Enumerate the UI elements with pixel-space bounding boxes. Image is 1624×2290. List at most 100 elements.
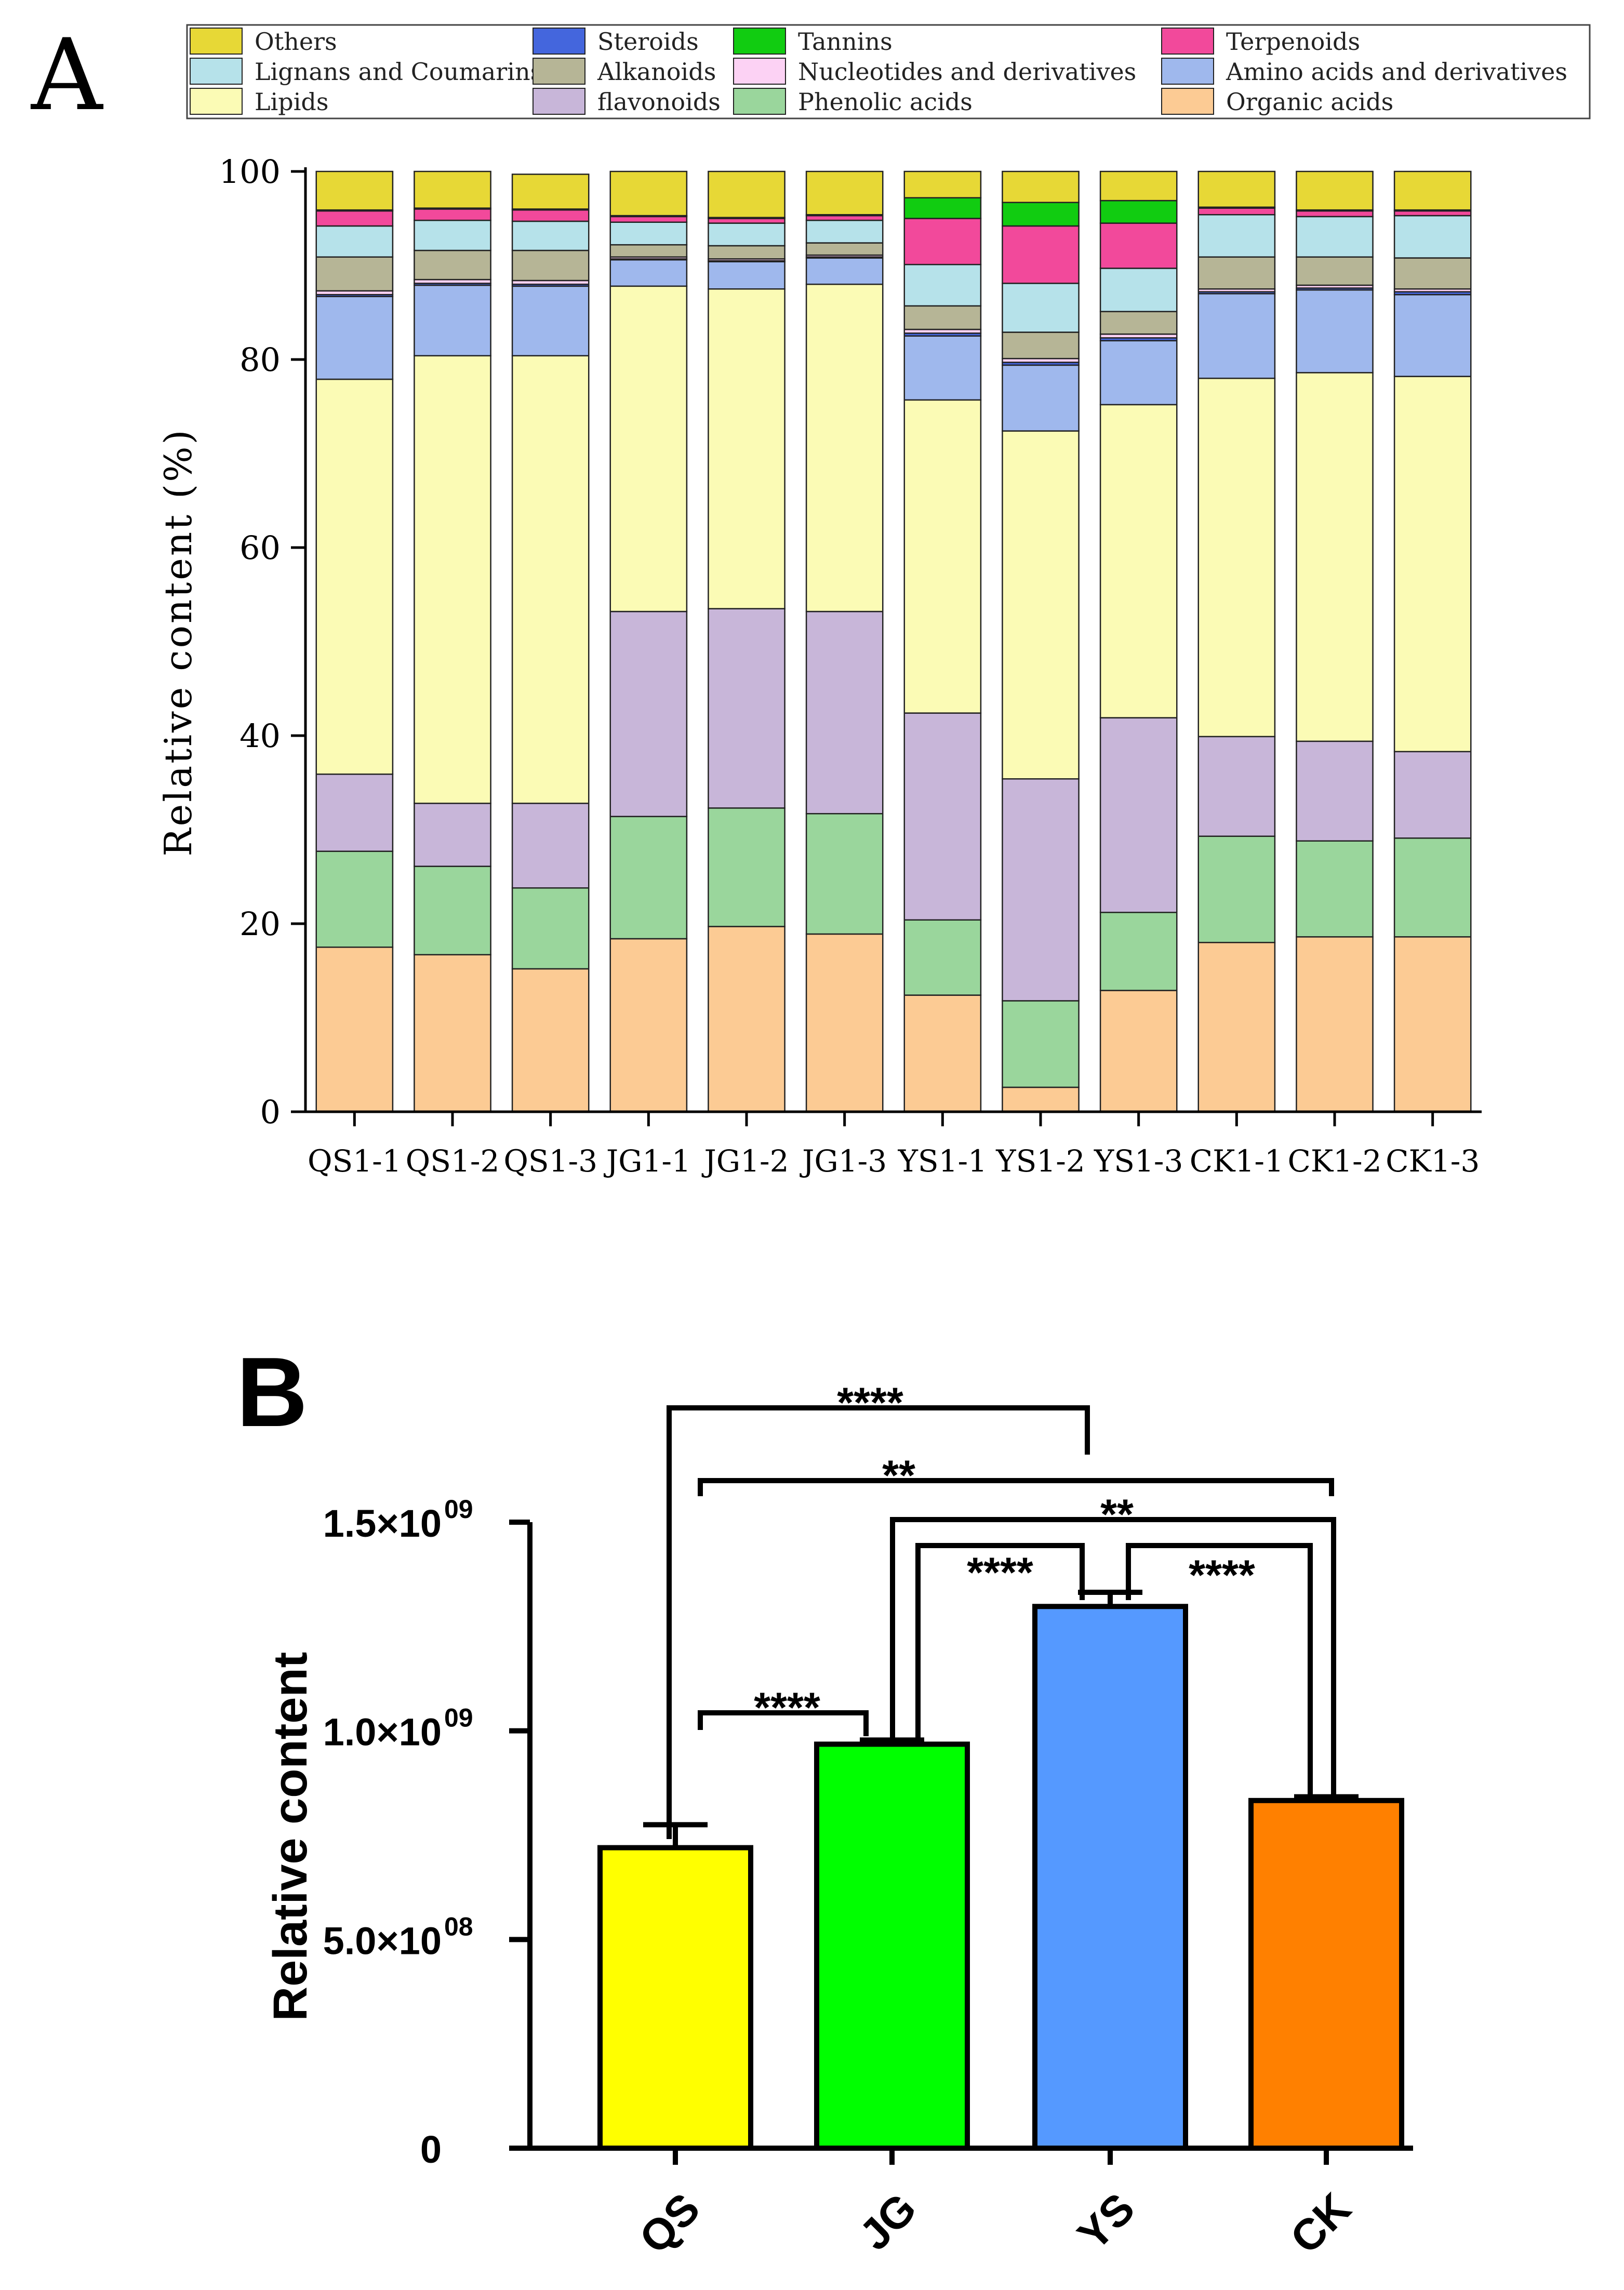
- bar-qs: [597, 1845, 753, 2151]
- stacked-bar-segment: [315, 225, 394, 258]
- stacked-bar-segment: [708, 170, 786, 218]
- stacked-bar-segment: [609, 216, 688, 223]
- legend-swatch: [1161, 28, 1214, 55]
- significance-label: ****: [967, 1549, 1033, 1596]
- x-tick-label: QS1-1: [308, 1143, 402, 1179]
- stacked-bar-segment: [511, 209, 590, 222]
- y-tick-exponent: 09: [444, 1495, 473, 1524]
- stacked-bar-segment: [609, 244, 688, 258]
- stacked-bar-segment: [805, 170, 884, 216]
- stacked-bar-segment: [1002, 778, 1080, 1002]
- stacked-bar-segment: [1002, 331, 1080, 360]
- stacked-bar-segment: [609, 938, 688, 1113]
- stacked-bar-segment: [708, 608, 786, 809]
- x-tick-label: QS1-2: [406, 1143, 500, 1179]
- stacked-bar-segment: [414, 249, 491, 281]
- stacked-bar-segment: [315, 378, 394, 775]
- bar-ys: [1032, 1604, 1188, 2151]
- stacked-bar-segment: [1099, 340, 1178, 406]
- x-tick-label: CK: [1281, 2184, 1360, 2262]
- legend-label: Nucleotides and derivatives: [798, 58, 1136, 86]
- significance-label: **: [882, 1452, 915, 1499]
- bar-ck: [1248, 1798, 1404, 2151]
- stacked-bar-segment: [1099, 170, 1178, 202]
- stacked-bar-segment: [1197, 256, 1276, 290]
- legend-swatch: [533, 58, 585, 85]
- stacked-bar-segment: [511, 174, 590, 210]
- stacked-bar-segment: [1002, 202, 1080, 227]
- stacked-bar-segment: [1296, 216, 1374, 258]
- stacked-bar-segment: [903, 919, 982, 996]
- significance-bracket: [915, 1543, 1085, 1738]
- stacked-bar-segment: [1197, 736, 1276, 837]
- legend-frame: [186, 24, 1591, 119]
- stacked-bar-segment: [708, 926, 786, 1113]
- y-tick-label: 5.0×10: [323, 1919, 442, 1962]
- significance-label: ****: [754, 1684, 820, 1732]
- legend-label: Steroids: [597, 28, 699, 56]
- y-tick-exponent: 08: [444, 1912, 473, 1941]
- stacked-bar-segment: [315, 170, 394, 211]
- stacked-bar-segment: [805, 242, 884, 256]
- significance-label: ****: [837, 1379, 903, 1427]
- stacked-bar-segment: [1393, 170, 1472, 211]
- stacked-bar-segment: [805, 610, 884, 815]
- stacked-bar-segment: [1393, 751, 1472, 839]
- stacked-bar-segment: [1099, 912, 1178, 991]
- stacked-bar-segment: [414, 803, 491, 867]
- stacked-bar-segment: [1393, 837, 1472, 938]
- stacked-bar-segment: [903, 399, 982, 714]
- stacked-bar-segment: [903, 335, 982, 401]
- legend-swatch: [733, 58, 786, 85]
- stacked-bar-segment: [1099, 717, 1178, 913]
- stacked-bar-segment: [1197, 293, 1276, 379]
- stacked-bar-segment: [1296, 840, 1374, 938]
- stacked-bar-segment: [1393, 215, 1472, 259]
- stacked-bar-segment: [1002, 1000, 1080, 1088]
- stacked-bar-segment: [511, 220, 590, 251]
- stacked-bar-segment: [1099, 199, 1178, 224]
- stacked-bar-segment: [1197, 835, 1276, 943]
- significance-label: ****: [1189, 1552, 1255, 1599]
- x-tick-label: JG1-2: [702, 1143, 789, 1179]
- stacked-bar-segment: [1296, 740, 1374, 842]
- stacked-bar-segment: [414, 954, 491, 1113]
- stacked-bar-segment: [708, 222, 786, 247]
- stacked-bar-segment: [708, 288, 786, 609]
- legend-label: Others: [255, 28, 337, 56]
- stacked-bar-segment: [903, 712, 982, 921]
- stacked-bar-segment: [805, 813, 884, 935]
- stacked-bar-segment: [609, 259, 688, 287]
- y-tick-label: 0: [420, 2128, 442, 2171]
- significance-bracket: [890, 1517, 1336, 1798]
- panel-label: B: [236, 1337, 308, 1447]
- stacked-bar-segment: [903, 305, 982, 330]
- stacked-bar-segment: [315, 210, 394, 227]
- stacked-bar-segment: [609, 285, 688, 613]
- x-tick-label: QS1-3: [503, 1143, 597, 1179]
- legend-swatch: [533, 28, 585, 55]
- stacked-bar-segment: [315, 256, 394, 292]
- stacked-bar-segment: [511, 968, 590, 1113]
- legend-swatch: [533, 88, 585, 115]
- stacked-bar-segment: [805, 257, 884, 285]
- stacked-bar-segment: [414, 284, 491, 357]
- stacked-bar-segment: [609, 170, 688, 217]
- significance-bracket: [667, 1405, 1090, 1839]
- stacked-bar-segment: [1296, 289, 1374, 374]
- y-axis-label: Relative content (%): [156, 428, 200, 856]
- x-tick-label: CK1-1: [1190, 1143, 1284, 1179]
- legend-label: Amino acids and derivatives: [1226, 58, 1567, 86]
- legend-label: Alkanoids: [597, 58, 716, 86]
- x-tick-label: YS: [1068, 2184, 1144, 2259]
- legend-swatch: [1161, 58, 1214, 85]
- legend-label: Organic acids: [1226, 88, 1393, 116]
- stacked-bar-segment: [1393, 210, 1472, 217]
- stacked-bar-segment: [1296, 256, 1374, 286]
- stacked-bar-segment: [1002, 1086, 1080, 1113]
- y-tick-label: 0: [260, 1093, 281, 1131]
- stacked-bar-segment: [511, 249, 590, 282]
- stacked-bar-segment: [708, 807, 786, 927]
- stacked-bar-segment: [805, 283, 884, 613]
